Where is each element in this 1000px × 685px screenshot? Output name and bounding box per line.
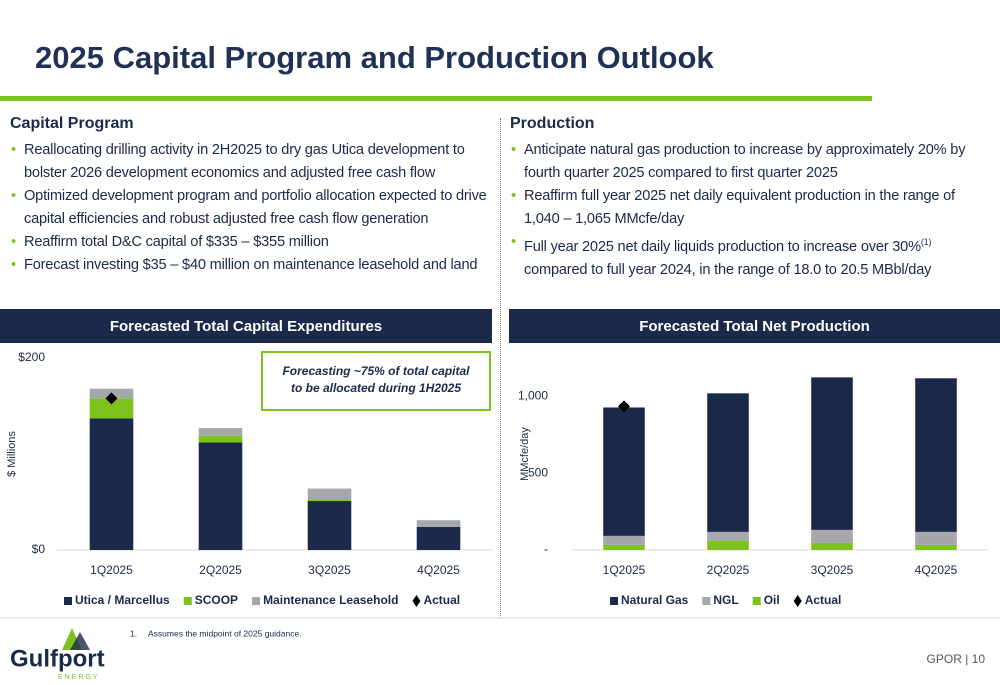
bar-segment (915, 378, 957, 532)
logo-name: Gulfport (10, 645, 105, 672)
y-tick-label: 500 (528, 465, 548, 479)
y-axis-label: MMcfe/day (519, 427, 531, 481)
chart-header (0, 309, 492, 343)
bullet: Reaffirm full year 2025 net daily equiva… (511, 185, 990, 231)
divider (500, 118, 501, 618)
page-label: GPOR | 10 (927, 652, 986, 666)
legend-swatch (64, 597, 72, 605)
bar-segment (707, 540, 749, 550)
bullet: Full year 2025 net daily liquids product… (511, 231, 990, 282)
section: Capital Program Reallocating drilling ac… (10, 115, 490, 277)
legend-swatch (793, 595, 802, 607)
annotation-text: to be allocated during 1H2025 (291, 381, 461, 395)
legend-swatch (702, 597, 711, 605)
bar-segment (603, 544, 645, 550)
bullet-list: Anticipate natural gas production to inc… (510, 139, 990, 282)
legend-swatch (610, 597, 618, 605)
footnote-text: Assumes the midpoint of 2025 guidance. (148, 628, 302, 638)
chart-title: Forecasted Total Net Production (639, 318, 870, 335)
x-tick-label: 2Q2025 (199, 563, 242, 577)
x-tick-label: 2Q2025 (707, 563, 750, 577)
legend-swatch (752, 597, 761, 605)
footnote-ref: (1) (920, 237, 932, 247)
bar-segment (307, 501, 352, 550)
legend-label: Maintenance Leasehold (263, 593, 398, 607)
bar-segment (603, 407, 645, 536)
y-tick-label: - (544, 542, 548, 556)
legend-label: Actual (805, 593, 842, 607)
y-tick-label: $200 (18, 350, 45, 364)
bullet: Reallocating drilling activity in 2H2025… (11, 139, 490, 185)
legend-label: Natural Gas (621, 593, 689, 607)
bullet: Forecast investing $35 – $40 million on … (11, 254, 490, 277)
bar-segment (811, 377, 853, 530)
bar-segment (198, 428, 243, 436)
x-tick-label: 1Q2025 (603, 563, 646, 577)
x-tick-label: 3Q2025 (811, 563, 854, 577)
legend-label: NGL (713, 593, 738, 607)
slide-title: 2025 Capital Program and Production Outl… (35, 40, 714, 75)
actual-marker (105, 392, 118, 405)
legend-label: Utica / Marcellus (75, 593, 170, 607)
bullet-text: compared to full year 2024, in the range… (524, 261, 932, 278)
bullet: Reaffirm total D&C capital of $335 – $35… (11, 231, 490, 254)
bar-segment (811, 529, 853, 543)
y-axis-label: $ Millions (6, 431, 18, 477)
x-tick-label: 4Q2025 (915, 563, 958, 577)
bar-segment (416, 520, 461, 527)
bar-segment (198, 435, 243, 443)
section-heading: Capital Program (10, 115, 134, 132)
actual-marker (618, 400, 630, 413)
x-tick-label: 1Q2025 (90, 563, 133, 577)
bar-segment (307, 488, 352, 500)
bar-segment (416, 526, 461, 550)
bar-segment (707, 393, 749, 532)
bar-segment (707, 531, 749, 541)
bullet-text: Full year 2025 net daily liquids product… (524, 238, 921, 255)
section-heading: Production (510, 115, 595, 132)
legend-label: Oil (764, 593, 780, 607)
bullet-list: Reallocating drilling activity in 2H2025… (10, 139, 490, 277)
bar-segment (811, 542, 853, 550)
legend-label: SCOOP (195, 593, 238, 607)
chart-title: Forecasted Total Capital Expenditures (110, 318, 382, 335)
legend-label: Actual (423, 593, 460, 607)
y-tick-label: 1,000 (518, 389, 548, 403)
chart-header (509, 309, 1000, 343)
footnote-number: 1. (130, 628, 137, 638)
x-tick-label: 3Q2025 (308, 563, 351, 577)
bar-segment (603, 535, 645, 545)
bar-segment (915, 531, 957, 545)
legend-swatch (183, 597, 192, 605)
x-tick-label: 4Q2025 (417, 563, 460, 577)
legend-swatch (412, 595, 421, 607)
bar-segment (89, 398, 134, 419)
annotation-box (261, 351, 491, 411)
bar-segment (89, 418, 134, 550)
bullet: Anticipate natural gas production to inc… (511, 139, 990, 185)
bar-segment (198, 442, 243, 550)
y-tick-label: $0 (32, 542, 46, 556)
logo-icon (62, 628, 90, 650)
logo-tag: ENERGY (58, 674, 100, 681)
legend-swatch (252, 597, 261, 605)
bar-segment (915, 544, 957, 550)
bar-segment (307, 499, 352, 502)
bullet: Optimized development program and portfo… (11, 185, 490, 231)
title-rule (0, 96, 872, 101)
annotation-text: Forecasting ~75% of total capital (282, 364, 470, 378)
section: Production Anticipate natural gas produc… (510, 115, 990, 282)
